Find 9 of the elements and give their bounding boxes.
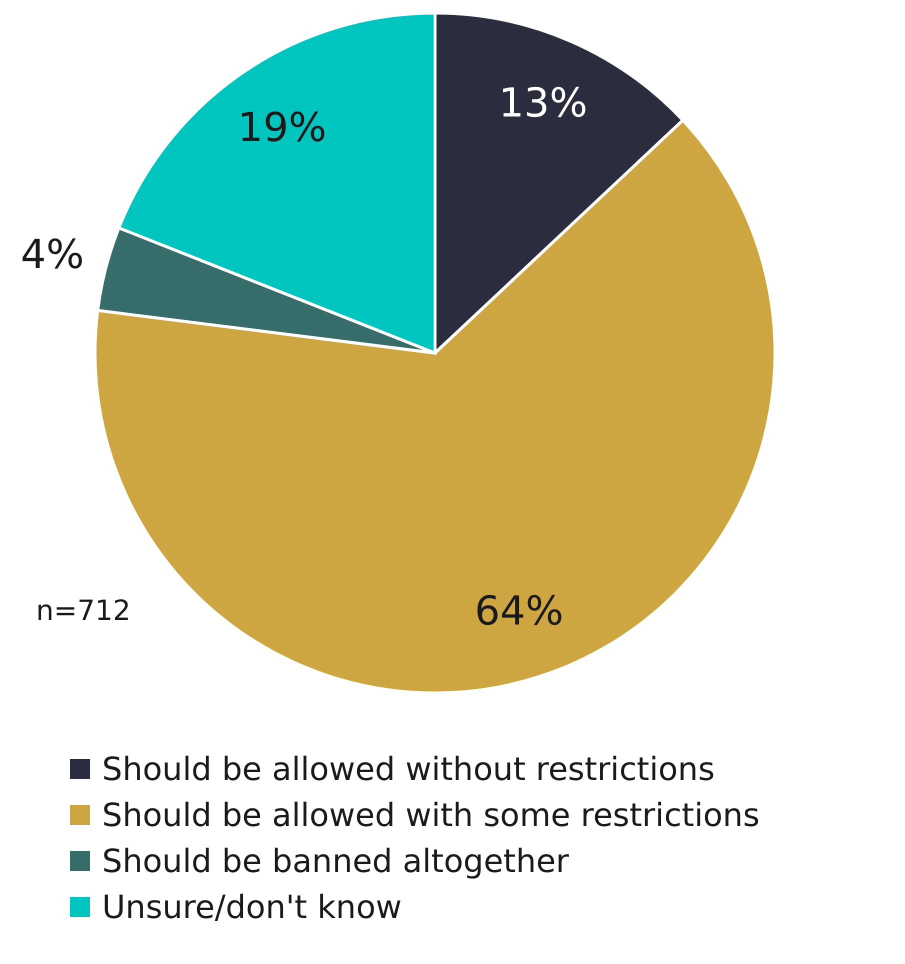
- legend-label: Unsure/don't know: [102, 887, 402, 928]
- legend-label: Should be allowed without restrictions: [102, 749, 715, 790]
- legend-label: Should be banned altogether: [102, 841, 569, 882]
- text: n=712: [36, 594, 131, 627]
- data-label: 4%: [20, 232, 84, 278]
- legend-label: Should be allowed with some restrictions: [102, 795, 760, 836]
- data-label: 19%: [238, 105, 327, 152]
- data-label: 64%: [474, 588, 564, 635]
- data-label: 13%: [498, 80, 588, 126]
